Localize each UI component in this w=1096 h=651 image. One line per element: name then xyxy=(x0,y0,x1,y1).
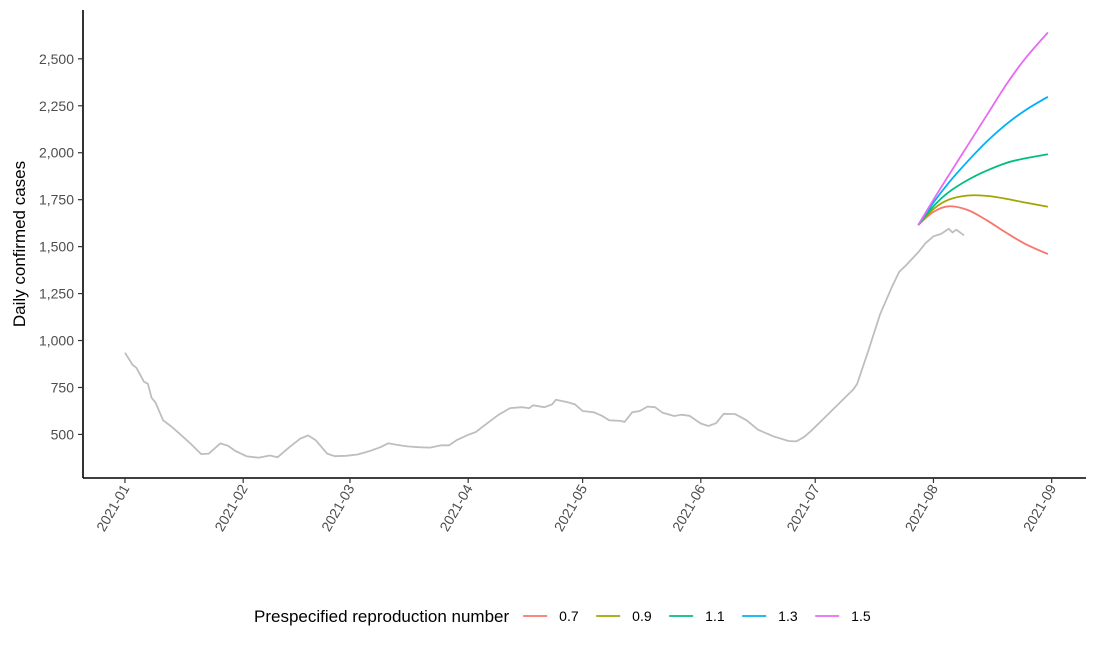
legend: Prespecified reproduction number 0.7 0.9 1… xyxy=(254,607,871,626)
y-axis-ticks: 500 750 1,000 1,250 1,500 1,750 2,000 2,250 2,50… xyxy=(39,51,83,442)
x-tick-label: 2021-04 xyxy=(436,481,476,534)
y-axis-title: Daily confirmed cases xyxy=(10,161,29,327)
y-tick-label: 2,000 xyxy=(39,145,74,161)
x-tick-label: 2021-03 xyxy=(318,481,358,534)
projection-line-r-0-7 xyxy=(917,205,1049,255)
legend-label: 0.9 xyxy=(632,608,652,624)
legend-label: 0.7 xyxy=(559,608,579,624)
x-tick-label: 2021-01 xyxy=(93,481,133,534)
projection-line-r-1-3 xyxy=(917,96,1049,226)
y-tick-label: 2,250 xyxy=(39,98,74,114)
x-tick-label: 2021-09 xyxy=(1020,481,1060,534)
x-axis-ticks: 2021-01 2021-02 2021-03 2021-04 2021-05 2021-… xyxy=(93,478,1059,534)
y-tick-label: 1,500 xyxy=(39,239,74,255)
x-tick-label: 2021-08 xyxy=(901,481,941,534)
y-tick-label: 750 xyxy=(51,379,75,395)
projection-line-r-1-5 xyxy=(917,31,1049,226)
observed-series-layer xyxy=(124,227,965,459)
y-tick-label: 1,250 xyxy=(39,286,74,302)
y-tick-label: 1,000 xyxy=(39,333,74,349)
legend-title: Prespecified reproduction number xyxy=(254,607,509,626)
x-tick-label: 2021-07 xyxy=(783,481,823,534)
y-tick-label: 2,500 xyxy=(39,51,74,67)
y-tick-label: 500 xyxy=(51,426,75,442)
x-tick-label: 2021-02 xyxy=(211,481,251,534)
projection-line-r-1-1 xyxy=(917,153,1049,226)
legend-items: 0.7 0.9 1.1 1.3 1.5 xyxy=(523,608,871,624)
y-tick-label: 1,750 xyxy=(39,192,74,208)
observed-cases-line xyxy=(124,227,965,459)
legend-label: 1.5 xyxy=(851,608,871,624)
x-tick-label: 2021-05 xyxy=(551,481,591,534)
projection-series-layer xyxy=(917,31,1049,255)
legend-label: 1.3 xyxy=(778,608,798,624)
legend-label: 1.1 xyxy=(705,608,725,624)
x-tick-label: 2021-06 xyxy=(669,481,709,534)
projection-line-r-0-9 xyxy=(917,194,1049,226)
